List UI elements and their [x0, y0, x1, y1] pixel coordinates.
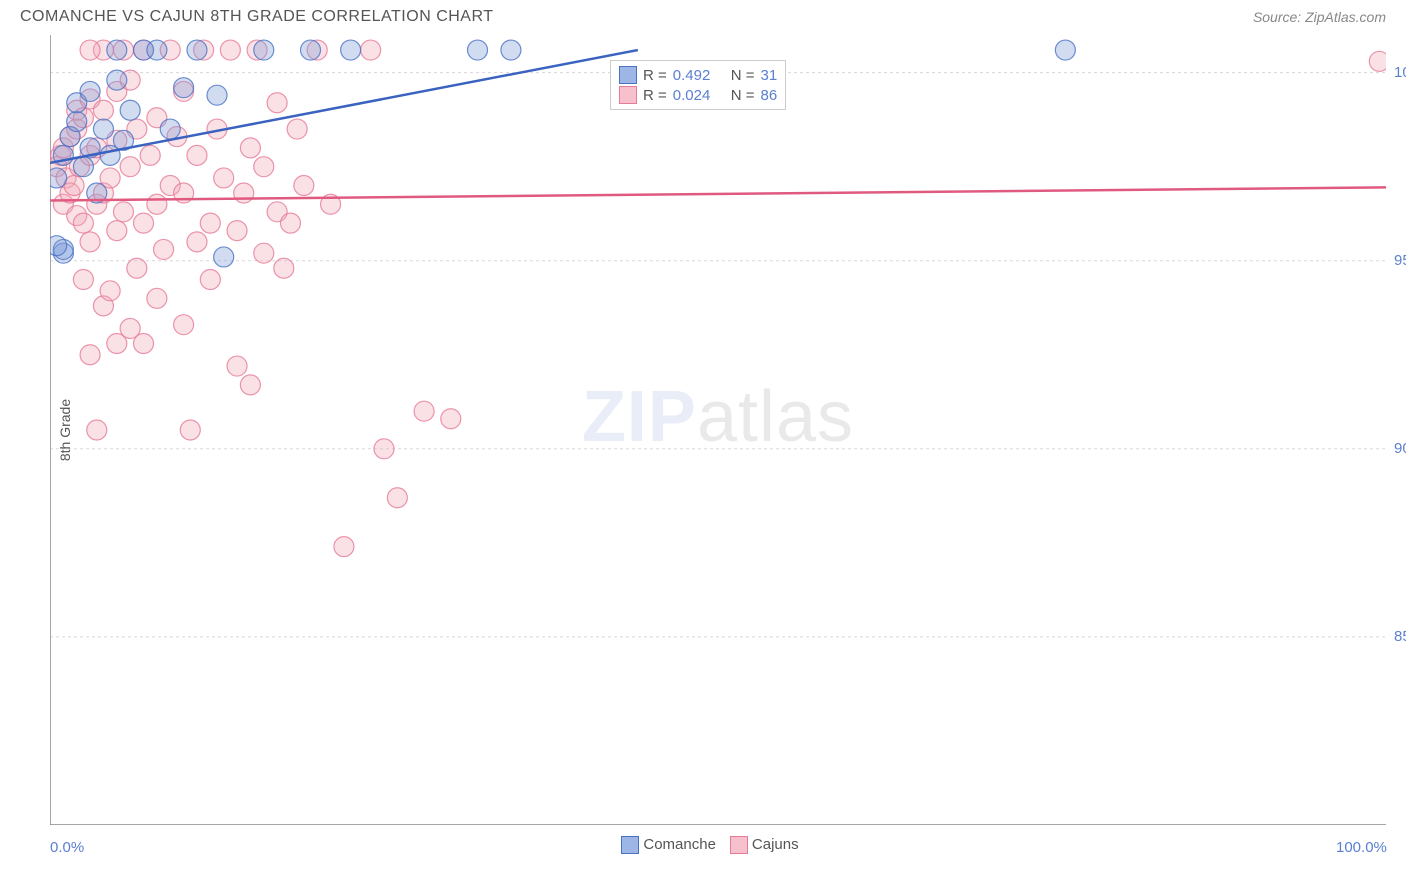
source-name: ZipAtlas.com: [1305, 9, 1386, 25]
chart-container: 8th Grade R = 0.492 N = 31 R = 0.024 N = 86…: [50, 35, 1386, 830]
y-axis-label: 8th Grade: [57, 399, 73, 461]
y-tick-label: 90.0%: [1394, 440, 1406, 457]
n-value: 86: [761, 87, 778, 104]
legend-swatch: [619, 66, 637, 84]
legend-row: R = 0.024 N = 86: [619, 85, 777, 105]
header: COMANCHE VS CAJUN 8TH GRADE CORRELATION …: [0, 0, 1406, 30]
source-attribution: Source: ZipAtlas.com: [1253, 9, 1386, 25]
source-prefix: Source:: [1253, 9, 1305, 25]
n-label: N =: [731, 87, 755, 104]
legend-label: Comanche: [643, 836, 716, 853]
chart-title: COMANCHE VS CAJUN 8TH GRADE CORRELATION …: [20, 8, 494, 26]
legend-swatch: [730, 836, 748, 854]
x-tick-label: 0.0%: [50, 839, 84, 856]
y-tick-label: 95.0%: [1394, 252, 1406, 269]
x-tick-label: 100.0%: [1336, 839, 1387, 856]
y-tick-label: 85.0%: [1394, 628, 1406, 645]
r-value: 0.492: [673, 67, 725, 84]
legend-swatch: [621, 836, 639, 854]
series-legend: Comanche Cajuns: [0, 830, 1406, 854]
r-label: R =: [643, 67, 667, 84]
legend-label: Cajuns: [752, 836, 799, 853]
correlation-legend: R = 0.492 N = 31 R = 0.024 N = 86: [610, 60, 786, 110]
r-label: R =: [643, 87, 667, 104]
legend-swatch: [619, 86, 637, 104]
scatter-chart: [50, 35, 1386, 825]
legend-row: R = 0.492 N = 31: [619, 65, 777, 85]
n-label: N =: [731, 67, 755, 84]
n-value: 31: [761, 67, 778, 84]
r-value: 0.024: [673, 87, 725, 104]
y-tick-label: 100.0%: [1394, 64, 1406, 81]
